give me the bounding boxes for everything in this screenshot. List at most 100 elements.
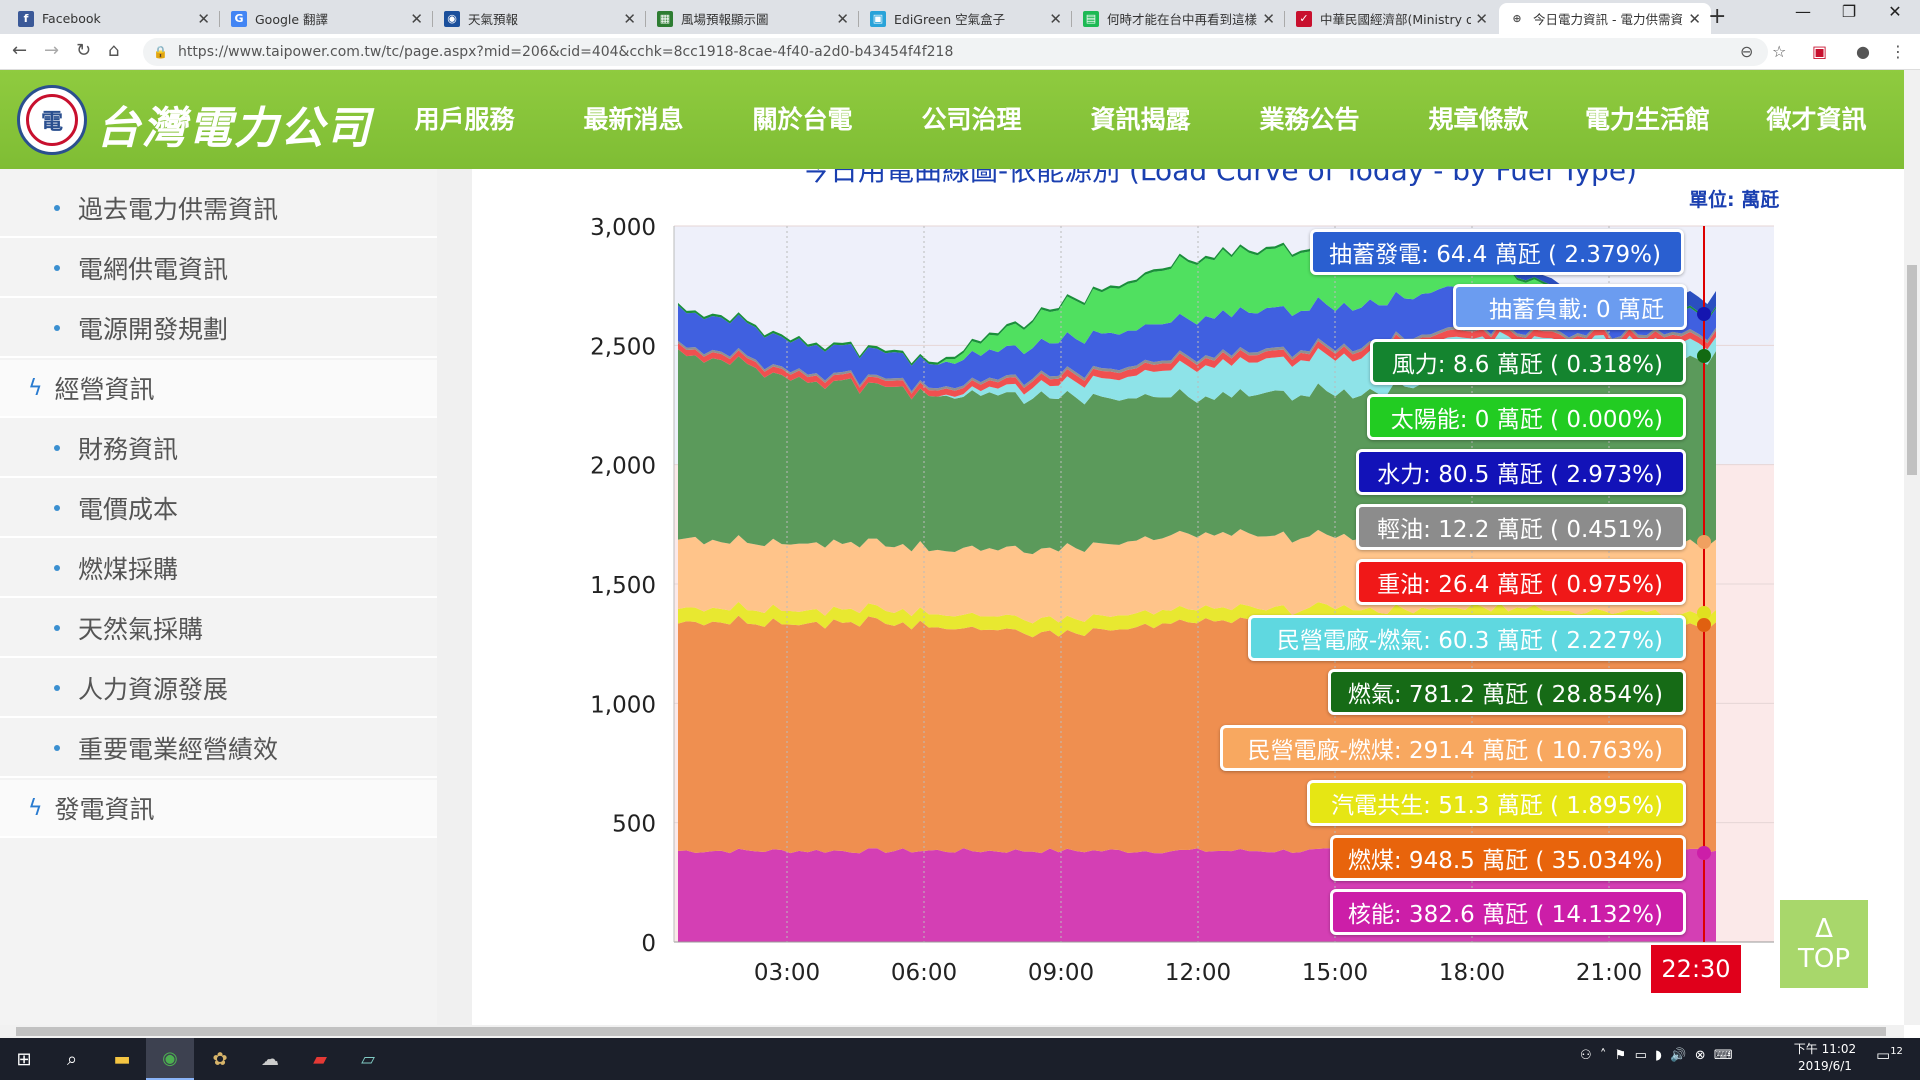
browser-tab[interactable]: ✓ 中華民國經濟部(Ministry of ✕: [1286, 3, 1498, 34]
taipower-logo[interactable]: 電: [17, 85, 87, 155]
browser-tab[interactable]: ◉ 天氣預報 ✕: [434, 3, 646, 34]
logo-text[interactable]: 台灣電力公司: [96, 103, 372, 154]
sidebar-item[interactable]: 燃煤採購: [0, 540, 437, 598]
x-tick-label: 18:00: [1439, 960, 1505, 986]
browser-tab[interactable]: ▤ 何時才能在台中再看到這樣 ✕: [1073, 3, 1285, 34]
app-rabbit-icon[interactable]: ✿: [212, 1048, 228, 1070]
x-tick-label: 21:00: [1576, 960, 1642, 986]
browser-tab[interactable]: ▦ 風場預報顯示圖 ✕: [647, 3, 859, 34]
file-explorer-icon[interactable]: ▬: [113, 1048, 131, 1070]
close-tab-icon[interactable]: ✕: [1475, 9, 1488, 28]
hover-dot: [1697, 535, 1711, 549]
windows-start-icon[interactable]: ⊞: [16, 1048, 32, 1070]
tab-title: Facebook: [42, 11, 101, 26]
sidebar-item-label: 電源開發規劃: [78, 315, 229, 344]
browser-tab[interactable]: f Facebook ✕: [8, 3, 220, 34]
sheet-icon: ▦: [657, 10, 673, 27]
tooltip-row: 燃煤: 948.5 萬瓩 ( 35.034%): [1330, 835, 1686, 881]
bullet-icon: [54, 745, 60, 751]
nav-item[interactable]: 規章條款: [1428, 105, 1529, 134]
tab-title: EdiGreen 空氣盒子: [894, 12, 1006, 27]
close-window-icon[interactable]: ✕: [1888, 2, 1902, 21]
app-red-icon[interactable]: ▰: [313, 1048, 327, 1070]
sidebar-item[interactable]: 重要電業經營績效: [0, 720, 437, 778]
google-translate-icon: G: [231, 10, 247, 27]
y-tick-label: 500: [612, 812, 656, 838]
sidebar-item[interactable]: 過去電力供需資訊: [0, 180, 437, 238]
close-tab-icon[interactable]: ✕: [197, 9, 210, 28]
minimize-icon[interactable]: —: [1795, 2, 1811, 21]
search-icon[interactable]: ⌕: [66, 1048, 78, 1070]
unit-label: 單位: 萬瓩: [1689, 189, 1780, 211]
browser-tab[interactable]: G Google 翻譯 ✕: [221, 3, 433, 34]
doc-icon: ▤: [1083, 10, 1099, 27]
profile-icon[interactable]: ●: [1856, 42, 1870, 61]
x-tick-label: 03:00: [754, 960, 820, 986]
back-icon[interactable]: ←: [12, 40, 28, 61]
zoom-icon[interactable]: ⊖: [1740, 42, 1754, 61]
app-cloud-icon[interactable]: ☁: [261, 1048, 279, 1070]
main-nav: 用戶服務 最新消息 關於台電 公司治理 資訊揭露 業務公告 規章條款 電力生活館 徵才資訊: [380, 70, 1901, 169]
browser-toolbar: ← → ↻ ⌂ 🔒 https://www.taipower.com.tw/tc…: [0, 34, 1920, 70]
close-tab-icon[interactable]: ✕: [836, 9, 849, 28]
sidebar-item-label: 重要電業經營績效: [78, 735, 279, 764]
nav-item[interactable]: 公司治理: [921, 105, 1022, 134]
taskbar-clock[interactable]: 下午 11:02 2019/6/1: [1790, 1041, 1860, 1075]
new-tab-button[interactable]: +: [1708, 4, 1727, 29]
nav-item[interactable]: 最新消息: [583, 105, 684, 134]
tooltip-row: 水力: 80.5 萬瓩 ( 2.973%): [1356, 449, 1686, 495]
sidebar-category[interactable]: ϟ 經營資訊: [0, 360, 437, 418]
y-tick-label: 3,000: [590, 215, 656, 241]
browser-tab[interactable]: ▣ EdiGreen 空氣盒子 ✕: [860, 3, 1072, 34]
sidebar-category[interactable]: ϟ 發電資訊: [0, 780, 437, 838]
app-notes-icon[interactable]: ▱: [361, 1048, 375, 1070]
sidebar-item[interactable]: 電價成本: [0, 480, 437, 538]
sidebar-item[interactable]: 電網供電資訊: [0, 240, 437, 298]
nav-item[interactable]: 關於台電: [752, 105, 853, 134]
extension-icon[interactable]: ▣: [1812, 42, 1828, 61]
forward-icon[interactable]: →: [44, 40, 60, 61]
system-tray[interactable]: ⚇ ˄ ⚑ ▭ ◗ 🔊 ⊗ ⌨: [1580, 1048, 1733, 1063]
tooltip-row: 風力: 8.6 萬瓩 ( 0.318%): [1370, 339, 1686, 385]
tooltip-row: 核能: 382.6 萬瓩 ( 14.132%): [1330, 889, 1686, 935]
bullet-icon: [54, 325, 60, 331]
top-label: TOP: [1797, 944, 1851, 974]
close-tab-icon[interactable]: ✕: [410, 9, 423, 28]
tab-title: Google 翻譯: [255, 12, 329, 27]
browser-tab[interactable]: ⊕ 今日電力資訊 - 電力供需資 ✕: [1499, 3, 1711, 34]
tooltip-row: 抽蓄負載: 0 萬瓩: [1453, 284, 1687, 330]
sidebar-item-label: 天然氣採購: [78, 615, 204, 644]
menu-dots-icon[interactable]: ⋮: [1890, 42, 1906, 61]
horizontal-scrollbar[interactable]: [0, 1025, 1904, 1038]
close-tab-icon[interactable]: ✕: [1688, 9, 1701, 28]
sidebar-item[interactable]: 天然氣採購: [0, 600, 437, 658]
notifications-icon[interactable]: ▭12: [1876, 1046, 1903, 1064]
bookmark-star-icon[interactable]: ☆: [1772, 42, 1787, 61]
nav-item[interactable]: 用戶服務: [414, 105, 515, 134]
close-tab-icon[interactable]: ✕: [1262, 9, 1275, 28]
hover-dot: [1697, 846, 1711, 860]
load-curve-chart: 3,000 2,500 2,000 1,500 1,000 500 0 03:00 06:00 0…: [590, 215, 1774, 986]
close-tab-icon[interactable]: ✕: [1049, 9, 1062, 28]
current-time-flag: 22:30: [1651, 945, 1741, 993]
sidebar-item[interactable]: 財務資訊: [0, 420, 437, 478]
nav-item[interactable]: 電力生活館: [1584, 105, 1710, 134]
nav-item[interactable]: 徵才資訊: [1766, 105, 1867, 134]
sidebar-item[interactable]: 人力資源發展: [0, 660, 437, 718]
x-tick-label: 09:00: [1028, 960, 1094, 986]
tooltip-row: 汽電共生: 51.3 萬瓩 ( 1.895%): [1307, 780, 1686, 826]
address-bar[interactable]: 🔒 https://www.taipower.com.tw/tc/page.as…: [143, 38, 1768, 66]
home-icon[interactable]: ⌂: [108, 40, 120, 61]
back-to-top-button[interactable]: Δ TOP: [1780, 900, 1868, 988]
tooltip-row: 燃氣: 781.2 萬瓩 ( 28.854%): [1328, 669, 1686, 715]
nav-item[interactable]: 資訊揭露: [1090, 105, 1191, 134]
vertical-scrollbar[interactable]: [1904, 70, 1920, 1025]
maximize-icon[interactable]: ❐: [1841, 2, 1857, 21]
bullet-icon: [54, 265, 60, 271]
sidebar-item[interactable]: 電源開發規劃: [0, 300, 437, 358]
reload-icon[interactable]: ↻: [76, 40, 92, 61]
close-tab-icon[interactable]: ✕: [623, 9, 636, 28]
tab-title: 今日電力資訊 - 電力供需資: [1533, 12, 1683, 27]
nav-item[interactable]: 業務公告: [1259, 105, 1360, 134]
chrome-icon[interactable]: ◉: [146, 1038, 194, 1080]
